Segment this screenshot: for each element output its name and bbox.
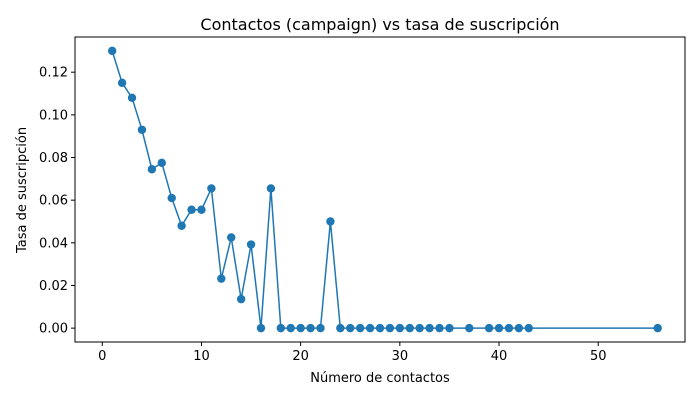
y-tick-label: 0.12 [39, 66, 68, 81]
data-point [445, 323, 454, 333]
data-point [137, 125, 147, 134]
data-point [296, 323, 305, 333]
data-point [117, 78, 127, 88]
y-tick-label: 0.06 [39, 194, 68, 209]
chart-title: Contactos (campaign) vs tasa de suscripc… [200, 15, 559, 34]
data-point [316, 323, 325, 333]
data-point [365, 323, 375, 333]
data-point [653, 323, 662, 333]
data-point [484, 323, 494, 333]
y-axis-label: Tasa de suscripción [15, 127, 30, 254]
x-tick-label: 40 [491, 349, 508, 364]
data-point [236, 294, 246, 304]
data-point [107, 46, 117, 56]
x-axis: 0 10 20 30 40 50 [98, 342, 606, 364]
data-point [157, 158, 166, 168]
series-layer [107, 46, 662, 333]
x-tick-label: 10 [193, 349, 210, 364]
data-point [326, 217, 335, 226]
data-point [435, 323, 444, 333]
x-axis-label: Número de contactos [310, 371, 450, 386]
plot-frame [74, 36, 686, 343]
y-tick-label: 0.10 [39, 108, 68, 123]
y-tick-label: 0.02 [39, 279, 68, 294]
data-point [385, 323, 395, 333]
data-point [524, 323, 533, 333]
data-point [336, 323, 345, 333]
y-axis: 0.00 0.02 0.04 0.06 0.08 0.10 0.12 [39, 66, 75, 337]
data-point [346, 323, 355, 333]
data-point [127, 93, 137, 102]
data-point [306, 323, 315, 333]
data-point [266, 184, 276, 193]
data-point [405, 323, 414, 333]
data-point [494, 323, 504, 333]
data-point [465, 323, 474, 333]
data-point [246, 240, 256, 249]
data-point [375, 323, 385, 333]
x-tick-label: 50 [590, 349, 607, 364]
data-point [395, 323, 405, 333]
data-point [504, 323, 514, 333]
x-tick-label: 20 [292, 349, 309, 364]
y-tick-label: 0.08 [39, 151, 68, 166]
data-point [187, 205, 196, 214]
data-point [355, 323, 365, 333]
data-point [207, 184, 216, 193]
data-point [256, 323, 266, 333]
data-point [415, 323, 424, 333]
data-point [167, 193, 176, 203]
data-point [197, 205, 206, 214]
x-tick-label: 0 [98, 349, 106, 364]
data-point [276, 323, 286, 333]
data-point [286, 323, 295, 333]
data-point [217, 274, 226, 283]
y-tick-label: 0.04 [39, 236, 68, 251]
data-point [227, 233, 236, 242]
data-point [177, 221, 186, 230]
data-point [514, 323, 524, 333]
data-point [425, 323, 434, 333]
data-point [147, 165, 157, 174]
plot-area [75, 37, 685, 342]
x-tick-label: 30 [392, 349, 409, 364]
y-tick-label: 0.00 [39, 322, 68, 337]
